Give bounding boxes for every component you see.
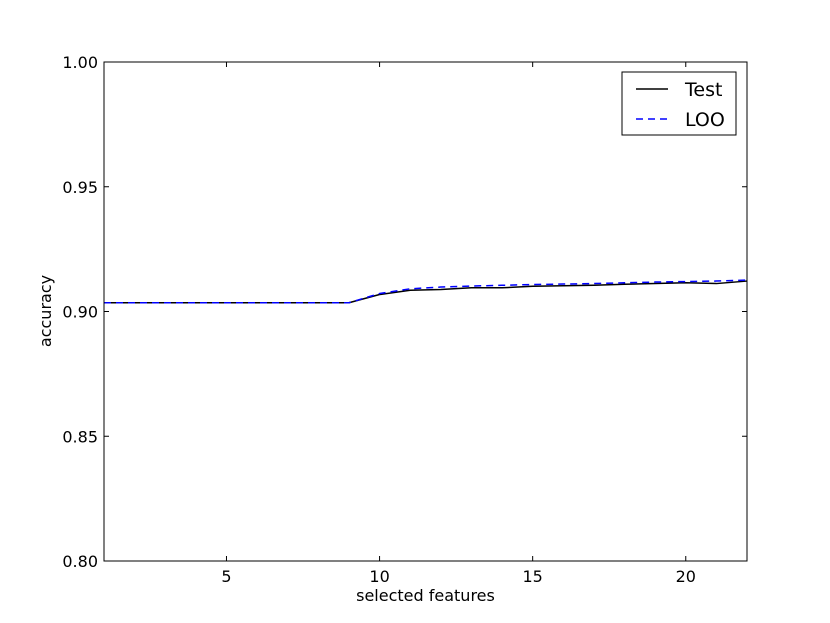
x-tick-label: 5	[221, 567, 231, 586]
plot-area	[104, 279, 748, 304]
y-tick-label: 0.90	[62, 303, 98, 322]
legend-label-test: Test	[684, 79, 722, 101]
axes-frame	[103, 61, 748, 562]
y-tick-label: 0.85	[62, 427, 98, 446]
y-axis-label: accuracy	[36, 275, 55, 347]
y-tick-label: 1.00	[62, 53, 98, 72]
plot-border	[103, 61, 748, 562]
x-tick-label: 10	[369, 567, 389, 586]
x-tick-label: 20	[676, 567, 696, 586]
y-tick-label: 0.80	[62, 552, 98, 571]
legend-label-loo: LOO	[685, 109, 725, 131]
axis-ticks: 5 10 15 20 0.80 0.85 0.90 0.95 1.00	[62, 53, 747, 586]
x-tick-label: 15	[522, 567, 542, 586]
x-axis-label: selected features	[356, 586, 495, 605]
y-tick-label: 0.95	[62, 178, 98, 197]
legend-box	[621, 71, 737, 136]
legend: Test LOO	[621, 71, 737, 136]
series-line-test	[104, 280, 748, 304]
